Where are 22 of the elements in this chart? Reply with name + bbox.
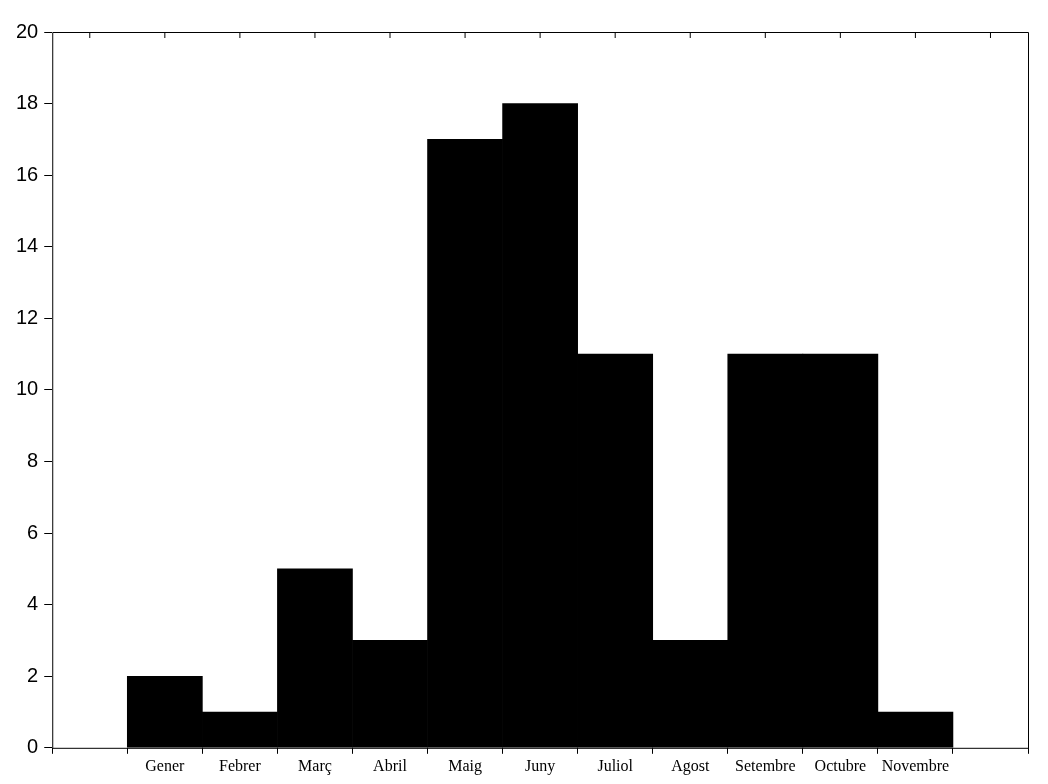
- x-tick-label: Novembre: [881, 756, 950, 774]
- x-tick-label: Setembre: [735, 756, 796, 774]
- x-tick-label: Juny: [525, 756, 556, 775]
- y-tick-label: 14: [16, 234, 39, 257]
- x-tick-label: Gener: [145, 756, 186, 774]
- y-tick-label: 0: [27, 735, 39, 758]
- x-tick-label: Maig: [448, 756, 482, 775]
- y-tick-label: 8: [27, 449, 39, 471]
- y-tick-label: 6: [27, 520, 39, 543]
- y-tick-label: 10: [16, 377, 39, 400]
- y-tick-label: 4: [27, 592, 39, 615]
- x-tick-label: Febrer: [219, 756, 262, 774]
- y-tick-label: 20: [16, 19, 39, 42]
- x-tick-label: Agost: [671, 756, 710, 775]
- x-tick-label: Març: [298, 756, 332, 775]
- y-tick-label: 12: [16, 305, 39, 328]
- y-tick-label: 18: [16, 91, 39, 114]
- x-tick-label: Abril: [373, 756, 408, 774]
- y-tick-label: 16: [16, 162, 39, 185]
- x-tick-label: Juliol: [597, 756, 634, 774]
- y-tick-label: 2: [27, 663, 39, 686]
- x-tick-label: Octubre: [814, 756, 867, 774]
